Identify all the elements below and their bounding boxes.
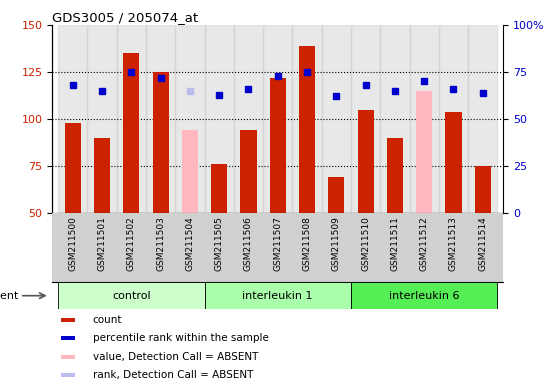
Bar [475, 166, 491, 213]
Text: GSM211500: GSM211500 [68, 217, 77, 271]
Text: percentile rank within the sample: percentile rank within the sample [93, 333, 269, 343]
Text: GSM211511: GSM211511 [390, 217, 399, 271]
Text: GSM211509: GSM211509 [332, 217, 341, 271]
Bar [351, 25, 380, 213]
Bar [293, 25, 322, 213]
Bar [205, 25, 234, 213]
Text: GDS3005 / 205074_at: GDS3005 / 205074_at [52, 11, 199, 24]
Bar [61, 373, 75, 377]
Bar [263, 25, 293, 213]
Bar [58, 25, 87, 213]
Text: GSM211506: GSM211506 [244, 217, 253, 271]
Bar [123, 53, 139, 213]
Text: GSM211501: GSM211501 [97, 217, 107, 271]
Bar [446, 111, 461, 213]
Bar [468, 25, 497, 213]
Text: GSM211508: GSM211508 [302, 217, 311, 271]
Bar [439, 25, 468, 213]
Text: GSM211507: GSM211507 [273, 217, 282, 271]
Bar [94, 138, 110, 213]
Text: GSM211512: GSM211512 [420, 217, 428, 271]
Bar [152, 72, 169, 213]
Bar [234, 25, 263, 213]
Text: agent: agent [0, 291, 18, 301]
Bar [299, 46, 315, 213]
Bar [322, 25, 351, 213]
Bar [61, 336, 75, 340]
Bar [117, 25, 146, 213]
Text: GSM211513: GSM211513 [449, 217, 458, 271]
Text: GSM211510: GSM211510 [361, 217, 370, 271]
Text: GSM211505: GSM211505 [214, 217, 224, 271]
Bar [65, 123, 81, 213]
Bar [175, 25, 205, 213]
Bar [380, 25, 410, 213]
Text: rank, Detection Call = ABSENT: rank, Detection Call = ABSENT [93, 370, 253, 380]
Text: count: count [93, 315, 122, 325]
Bar [387, 138, 403, 213]
Text: control: control [112, 291, 151, 301]
FancyBboxPatch shape [58, 282, 205, 309]
Text: interleukin 6: interleukin 6 [389, 291, 459, 301]
Bar [61, 318, 75, 322]
Bar [87, 25, 117, 213]
Text: value, Detection Call = ABSENT: value, Detection Call = ABSENT [93, 352, 258, 362]
Bar [211, 164, 227, 213]
Bar [146, 25, 175, 213]
Bar [328, 177, 344, 213]
Text: GSM211503: GSM211503 [156, 217, 165, 271]
Text: interleukin 1: interleukin 1 [243, 291, 313, 301]
Text: GSM211514: GSM211514 [478, 217, 487, 271]
Bar [240, 130, 256, 213]
FancyBboxPatch shape [205, 282, 351, 309]
Bar [61, 355, 75, 359]
FancyBboxPatch shape [351, 282, 497, 309]
Bar [410, 25, 439, 213]
Bar [182, 130, 198, 213]
Bar [358, 109, 373, 213]
Bar [416, 91, 432, 213]
Text: GSM211502: GSM211502 [127, 217, 136, 271]
Bar [270, 78, 286, 213]
Text: GSM211504: GSM211504 [185, 217, 194, 271]
